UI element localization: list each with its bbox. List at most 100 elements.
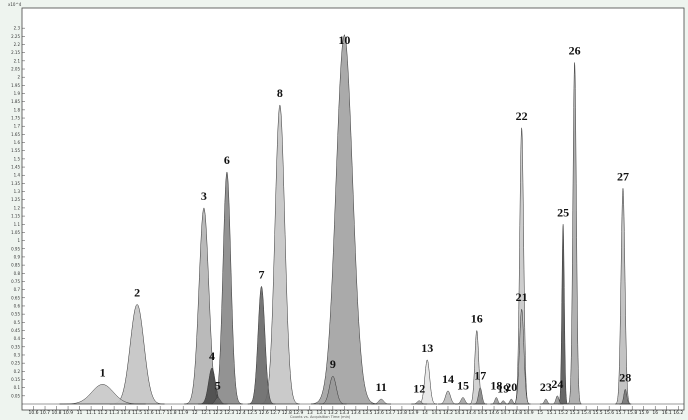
x-tick-label: 14.6 xyxy=(489,410,499,416)
y-tick-label: 1.9 xyxy=(14,91,21,96)
x-tick-label: 11.2 xyxy=(98,410,108,416)
y-tick-label: 1.85 xyxy=(11,99,20,104)
y-tick-label: 0.3 xyxy=(14,352,21,357)
y-tick-label: 1.45 xyxy=(11,165,20,170)
x-tick-label: 15.2 xyxy=(558,410,568,416)
peak-label-18: 18 xyxy=(490,378,502,392)
peak-label-12: 12 xyxy=(413,382,425,396)
x-tick-label: 10.9 xyxy=(63,410,73,416)
x-tick-label: 14.8 xyxy=(512,410,522,416)
x-tick-label: 14 xyxy=(422,410,428,416)
peak-label-14: 14 xyxy=(442,372,454,386)
peak-label-13: 13 xyxy=(421,341,433,355)
y-tick-label: 2.15 xyxy=(11,50,20,55)
y-tick-label: 0.35 xyxy=(11,344,20,349)
x-tick-label: 13 xyxy=(307,410,313,416)
x-tick-label: 14.5 xyxy=(478,410,488,416)
x-tick-label: 12.4 xyxy=(236,410,246,416)
peak-label-8: 8 xyxy=(277,86,283,100)
peak-label-3: 3 xyxy=(201,189,207,203)
y-tick-label: 0.05 xyxy=(11,393,20,398)
y-tick-label: 1.8 xyxy=(14,107,21,112)
y-tick-label: 0.4 xyxy=(14,336,21,341)
x-tick-label: 11.5 xyxy=(132,410,142,416)
peak-9 xyxy=(318,375,347,405)
y-tick-label: 1.15 xyxy=(11,214,20,219)
x-tick-label: 13.2 xyxy=(328,410,338,416)
peak-label-6: 6 xyxy=(224,153,230,167)
peak-label-15: 15 xyxy=(457,378,469,392)
y-tick-label: 0.9 xyxy=(14,254,21,259)
x-tick-label: 11.8 xyxy=(167,410,177,416)
x-tick-label: 16.2 xyxy=(673,410,683,416)
x-tick-label: 14.1 xyxy=(431,410,441,416)
y-tick-label: 2.3 xyxy=(14,26,21,31)
y-tick-label: 0.8 xyxy=(14,271,21,276)
peak-label-28: 28 xyxy=(619,370,631,384)
x-axis-title: Counts vs. Acquisition Time (min) xyxy=(290,415,351,419)
y-tick-label: 0.1 xyxy=(14,385,21,390)
x-tick-label: 11.7 xyxy=(155,410,165,416)
x-tick-label: 15.8 xyxy=(627,410,637,416)
x-tick-label: 11.4 xyxy=(121,410,131,416)
y-tick-label: 0.5 xyxy=(14,320,21,325)
y-tick-label: 1.95 xyxy=(11,83,20,88)
peak-label-17: 17 xyxy=(474,369,486,383)
peak-label-5: 5 xyxy=(215,378,221,392)
x-tick-label: 15.7 xyxy=(616,410,626,416)
peak-label-4: 4 xyxy=(209,349,215,363)
x-tick-label: 14.9 xyxy=(524,410,534,416)
peak-label-9: 9 xyxy=(330,357,336,371)
x-tick-label: 11.1 xyxy=(86,410,96,416)
x-tick-label: 13.5 xyxy=(362,410,372,416)
x-tick-label: 14.4 xyxy=(466,410,476,416)
y-tick-label: 2 xyxy=(17,75,20,80)
x-tick-label: 13.9 xyxy=(408,410,418,416)
x-tick-label: 11.6 xyxy=(144,410,154,416)
y-tick-label: 0.85 xyxy=(11,263,20,268)
peak-10 xyxy=(310,33,378,405)
x-tick-label: 13.3 xyxy=(339,410,349,416)
y-tick-label: 0.65 xyxy=(11,295,20,300)
y-tick-label: 0.6 xyxy=(14,303,21,308)
peaks-layer xyxy=(22,33,684,405)
x-tick-label: 11 xyxy=(77,410,83,416)
y-tick-label: 0.7 xyxy=(14,287,21,292)
y-tick-label: 1.35 xyxy=(11,181,20,186)
y-tick-label: 1.55 xyxy=(11,148,20,153)
y-tick-label: 0.55 xyxy=(11,312,20,317)
y-tick-label: 0.75 xyxy=(11,279,20,284)
y-tick-label: 2.1 xyxy=(14,58,21,63)
y-tick-label: 0.25 xyxy=(11,361,20,366)
x-tick-label: 12 xyxy=(192,410,198,416)
y-tick-label: 2.2 xyxy=(14,42,21,47)
y-tick-label: 1.25 xyxy=(11,197,20,202)
x-tick-label: 14.7 xyxy=(501,410,511,416)
x-tick-label: 12.3 xyxy=(224,410,234,416)
peak-label-2: 2 xyxy=(134,285,140,299)
x-tick-label: 15.9 xyxy=(639,410,649,416)
peak-26 xyxy=(567,62,582,405)
x-tick-label: 16.1 xyxy=(662,410,672,416)
y-tick-label: 1.05 xyxy=(11,230,20,235)
peak-28 xyxy=(619,388,632,405)
x-tick-label: 13.4 xyxy=(351,410,361,416)
peak-label-26: 26 xyxy=(569,43,581,57)
peak-label-7: 7 xyxy=(258,267,264,281)
x-tick-label: 13.1 xyxy=(316,410,326,416)
x-tick-label: 15.6 xyxy=(604,410,614,416)
peak-label-23: 23 xyxy=(540,380,552,394)
peak-label-11: 11 xyxy=(376,380,387,394)
y-axis: 0.05 0.1 0.15 0.2 0.25 0.3 0.35 0.4 0.45 0.5 0.55 0… xyxy=(11,26,25,398)
y-tick-label: 2.25 xyxy=(11,34,20,39)
peak-27 xyxy=(614,188,632,405)
x-tick-label: 12.9 xyxy=(293,410,303,416)
peak-label-10: 10 xyxy=(338,33,350,47)
y-tick-label: 0.15 xyxy=(11,377,20,382)
peak-25 xyxy=(557,224,569,405)
x-tick-label: 10.8 xyxy=(52,410,62,416)
x-tick-label: 12.1 xyxy=(201,410,211,416)
y-tick-label: 0.95 xyxy=(11,246,20,251)
